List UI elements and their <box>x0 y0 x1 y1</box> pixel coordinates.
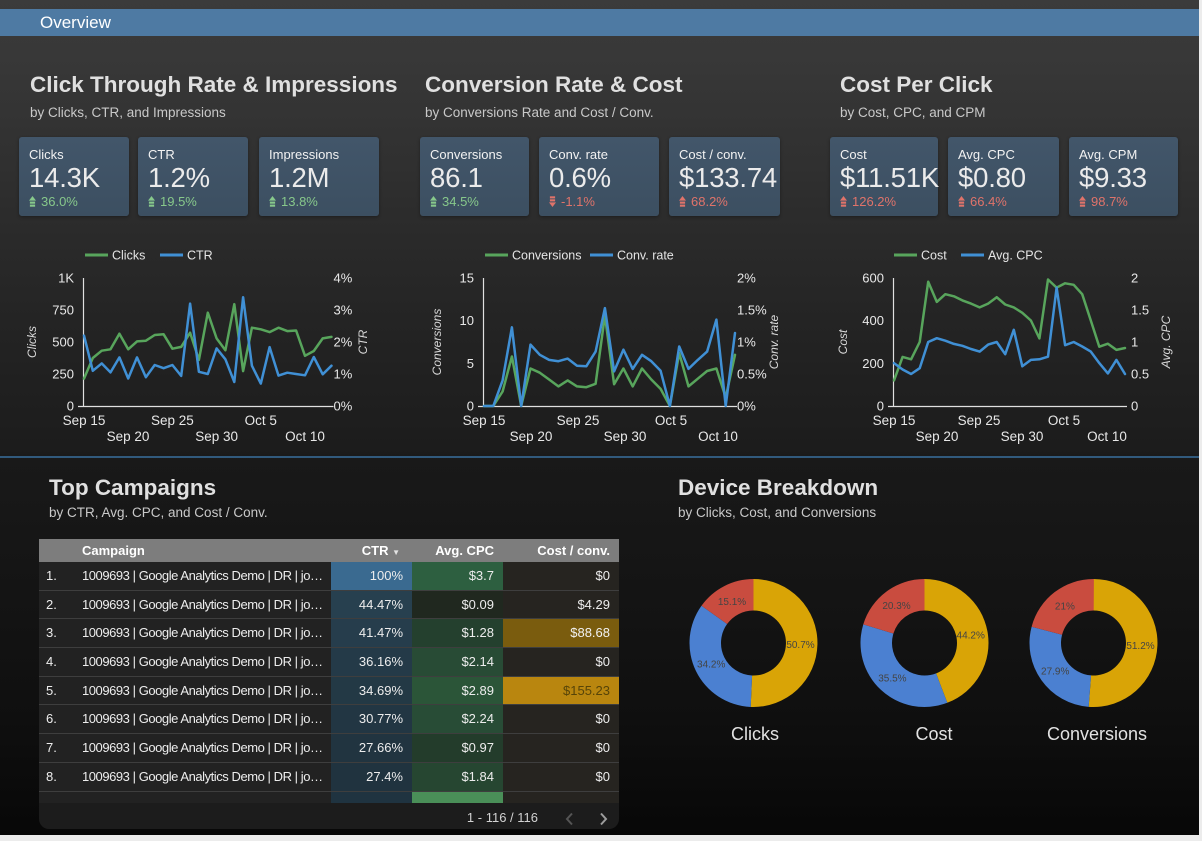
svg-text:Avg. CPC: Avg. CPC <box>1159 315 1173 369</box>
svg-text:Cost: Cost <box>921 249 947 263</box>
svg-text:0.5: 0.5 <box>1131 367 1149 382</box>
svg-text:0: 0 <box>1131 399 1138 414</box>
svg-text:Oct 10: Oct 10 <box>1087 429 1127 444</box>
svg-text:Oct 5: Oct 5 <box>1048 413 1080 428</box>
svg-text:Cost: Cost <box>836 329 850 354</box>
svg-text:Oct 10: Oct 10 <box>698 429 738 444</box>
svg-text:Clicks: Clicks <box>731 724 779 744</box>
svg-text:1.5: 1.5 <box>1131 303 1149 318</box>
svg-text:Sep 15: Sep 15 <box>873 413 916 428</box>
svg-text:CTR: CTR <box>187 249 213 263</box>
svg-text:500: 500 <box>52 335 74 350</box>
svg-text:750: 750 <box>52 303 74 318</box>
svg-text:400: 400 <box>862 313 884 328</box>
svg-text:34.2%: 34.2% <box>697 660 725 671</box>
svg-text:0%: 0% <box>334 399 353 414</box>
svg-text:44.2%: 44.2% <box>957 631 985 642</box>
svg-text:Avg. CPC: Avg. CPC <box>988 249 1043 263</box>
svg-text:0: 0 <box>67 399 74 414</box>
svg-text:250: 250 <box>52 367 74 382</box>
svg-text:1%: 1% <box>334 367 353 382</box>
svg-text:1.5%: 1.5% <box>737 303 767 318</box>
svg-text:Conversions: Conversions <box>1047 724 1147 744</box>
svg-text:35.5%: 35.5% <box>878 673 906 684</box>
svg-text:Clicks: Clicks <box>25 326 39 358</box>
svg-text:1%: 1% <box>737 335 756 350</box>
svg-text:Conv. rate: Conv. rate <box>767 314 781 369</box>
svg-text:1: 1 <box>1131 335 1138 350</box>
svg-text:Sep 25: Sep 25 <box>557 413 600 428</box>
svg-text:Sep 15: Sep 15 <box>463 413 506 428</box>
svg-text:Sep 25: Sep 25 <box>151 413 194 428</box>
svg-text:CTR: CTR <box>356 329 370 354</box>
svg-text:Sep 20: Sep 20 <box>107 429 150 444</box>
svg-text:5: 5 <box>467 356 474 371</box>
svg-text:51.2%: 51.2% <box>1126 641 1154 652</box>
svg-text:Sep 30: Sep 30 <box>195 429 238 444</box>
svg-text:Sep 20: Sep 20 <box>510 429 553 444</box>
svg-text:Sep 30: Sep 30 <box>604 429 647 444</box>
svg-text:Sep 15: Sep 15 <box>63 413 106 428</box>
svg-text:Oct 10: Oct 10 <box>285 429 325 444</box>
svg-text:10: 10 <box>460 313 474 328</box>
svg-text:2%: 2% <box>334 335 353 350</box>
svg-text:0: 0 <box>467 399 474 414</box>
svg-text:Clicks: Clicks <box>112 249 145 263</box>
svg-text:15: 15 <box>460 271 474 286</box>
svg-text:Sep 20: Sep 20 <box>916 429 959 444</box>
svg-text:21%: 21% <box>1055 602 1075 613</box>
svg-text:3%: 3% <box>334 303 353 318</box>
svg-text:20.3%: 20.3% <box>882 601 910 612</box>
svg-text:0.5%: 0.5% <box>737 367 767 382</box>
svg-text:1K: 1K <box>58 271 74 286</box>
svg-text:2%: 2% <box>737 271 756 286</box>
svg-text:Conv. rate: Conv. rate <box>617 249 674 263</box>
svg-text:Oct 5: Oct 5 <box>245 413 277 428</box>
svg-text:Sep 25: Sep 25 <box>958 413 1001 428</box>
svg-text:Cost: Cost <box>915 724 952 744</box>
svg-text:27.9%: 27.9% <box>1041 666 1069 677</box>
svg-text:2: 2 <box>1131 271 1138 286</box>
svg-text:Sep 30: Sep 30 <box>1001 429 1044 444</box>
svg-text:Oct 5: Oct 5 <box>655 413 687 428</box>
svg-text:4%: 4% <box>334 271 353 286</box>
svg-text:50.7%: 50.7% <box>786 640 814 651</box>
svg-text:15.1%: 15.1% <box>718 597 746 608</box>
svg-text:600: 600 <box>862 271 884 286</box>
svg-text:200: 200 <box>862 356 884 371</box>
svg-text:0: 0 <box>877 399 884 414</box>
svg-text:Conversions: Conversions <box>512 249 581 263</box>
svg-text:0%: 0% <box>737 399 756 414</box>
svg-text:Conversions: Conversions <box>430 309 444 376</box>
